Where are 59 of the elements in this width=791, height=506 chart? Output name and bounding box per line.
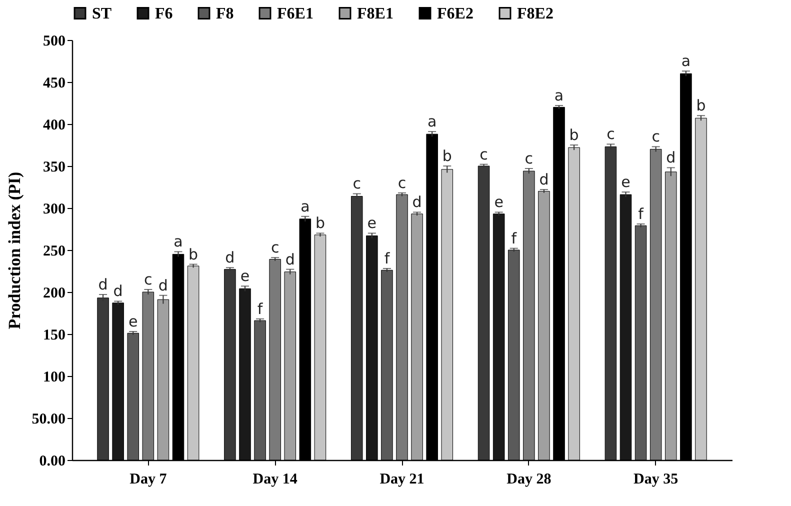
legend-label: ST bbox=[92, 5, 112, 22]
data-label: a bbox=[554, 86, 564, 105]
data-label: b bbox=[442, 147, 452, 165]
data-label: d bbox=[539, 170, 549, 189]
y-tick-label: 450 bbox=[43, 76, 66, 92]
data-label: c bbox=[398, 174, 406, 192]
data-label: c bbox=[606, 125, 615, 144]
y-tick-label: 250 bbox=[43, 244, 66, 260]
data-label: c bbox=[652, 128, 660, 146]
x-tick-label: Day 21 bbox=[380, 472, 424, 488]
data-label: d bbox=[98, 276, 108, 294]
x-tick-label: Day 7 bbox=[130, 472, 168, 488]
data-label: c bbox=[270, 238, 280, 257]
y-tick-label: 300 bbox=[43, 202, 66, 218]
data-label: d bbox=[412, 193, 422, 212]
legend-label: F8 bbox=[216, 5, 234, 22]
data-label: a bbox=[300, 197, 310, 216]
data-label: d bbox=[158, 276, 168, 294]
data-label: c bbox=[480, 145, 488, 164]
y-tick-label: 200 bbox=[43, 286, 66, 302]
y-tick-label: 100 bbox=[43, 370, 66, 386]
data-label: b bbox=[696, 96, 706, 115]
data-label: d bbox=[113, 282, 123, 300]
data-label: e bbox=[367, 214, 377, 232]
x-tick-label: Day 14 bbox=[252, 472, 298, 488]
y-tick-label: 350 bbox=[43, 160, 66, 176]
data-label: b bbox=[188, 245, 198, 264]
y-axis-title: Production index (PI) bbox=[4, 172, 24, 330]
data-label: e bbox=[621, 173, 630, 192]
data-label: d bbox=[225, 248, 235, 267]
legend-label: F8E2 bbox=[517, 5, 554, 22]
data-label: f bbox=[511, 229, 518, 248]
data-label: a bbox=[427, 112, 437, 131]
x-tick-label: Day 28 bbox=[506, 472, 552, 488]
data-label: f bbox=[638, 204, 644, 223]
y-tick-label: 400 bbox=[43, 118, 66, 134]
y-tick-label: 500 bbox=[43, 34, 66, 50]
data-label: b bbox=[569, 126, 579, 144]
data-label: b bbox=[315, 214, 325, 232]
data-label: c bbox=[352, 174, 361, 193]
data-label: a bbox=[681, 52, 691, 70]
y-tick-label: 0.00 bbox=[39, 454, 66, 470]
data-label: f bbox=[384, 249, 390, 268]
legend-label: F6E2 bbox=[437, 5, 474, 22]
data-label: d bbox=[666, 148, 676, 167]
legend-label: F8E1 bbox=[357, 5, 394, 22]
y-tick-label: 150 bbox=[43, 328, 66, 344]
data-label: e bbox=[240, 267, 250, 286]
data-label: c bbox=[524, 150, 534, 168]
legend-label: F6E1 bbox=[277, 5, 314, 22]
legend-label: F6 bbox=[155, 5, 173, 22]
x-tick-label: Day 35 bbox=[634, 472, 678, 488]
data-label: e bbox=[494, 193, 504, 212]
data-label: e bbox=[128, 312, 138, 330]
data-label: f bbox=[257, 300, 264, 318]
data-label: c bbox=[144, 270, 152, 288]
y-tick-label: 50.00 bbox=[32, 412, 66, 428]
data-label: d bbox=[285, 250, 295, 268]
data-label: a bbox=[174, 232, 183, 251]
